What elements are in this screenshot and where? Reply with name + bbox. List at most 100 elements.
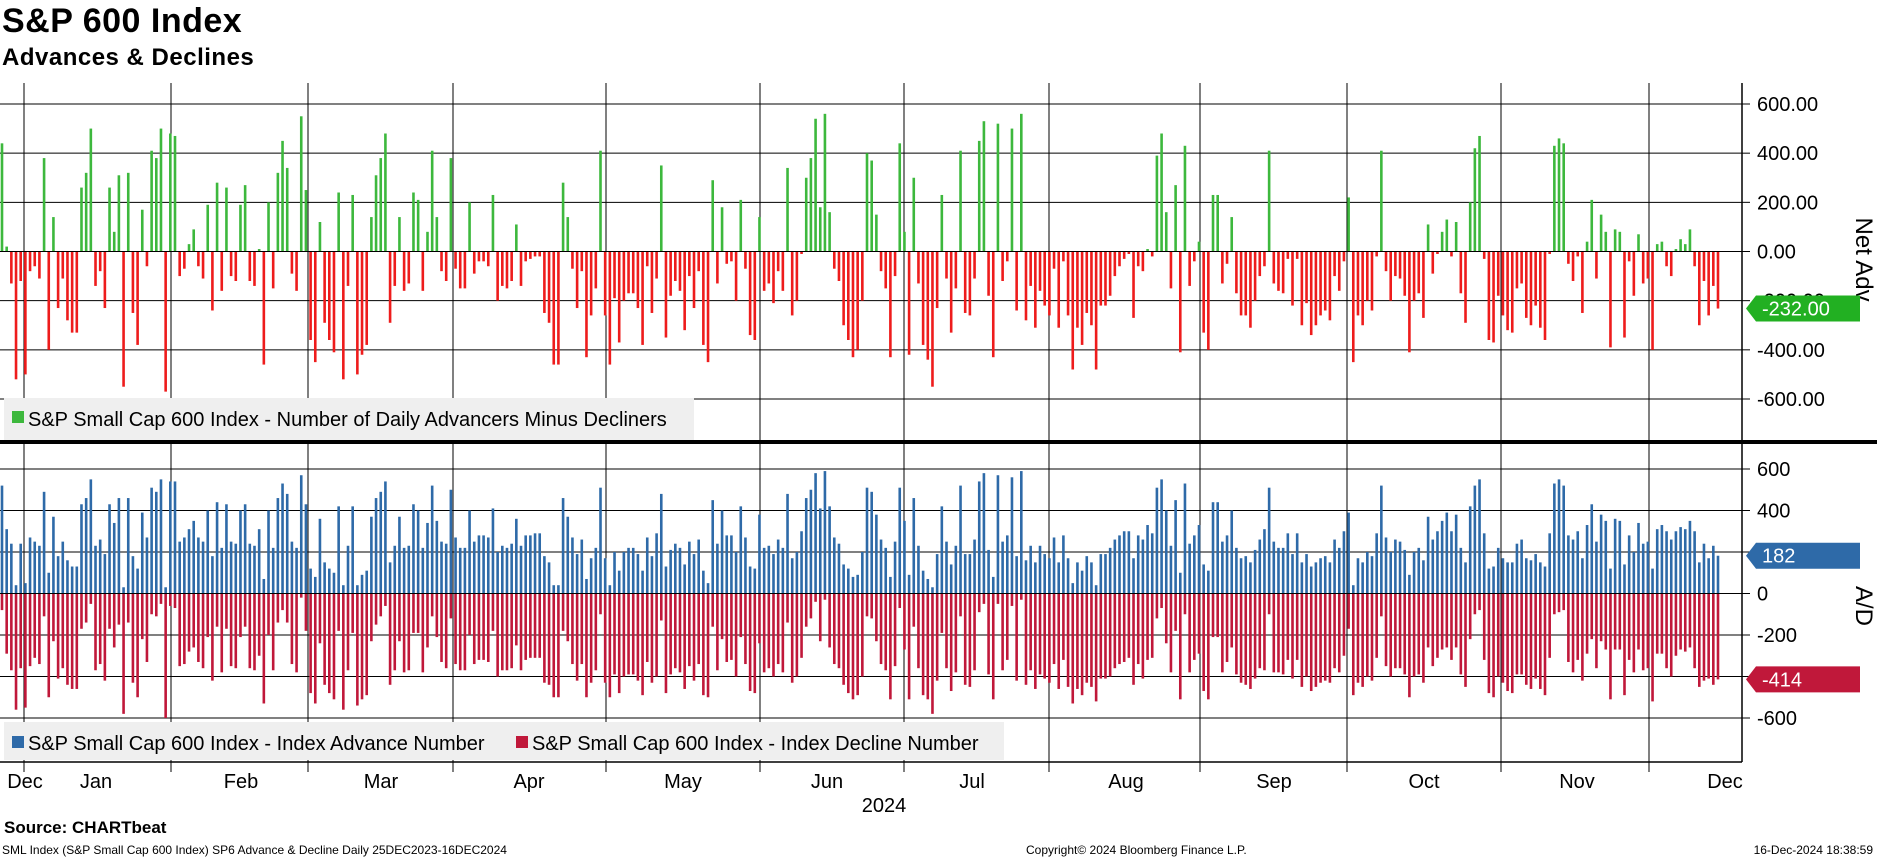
- decline-bar: [1398, 593, 1402, 669]
- decline-bar: [1361, 593, 1364, 687]
- net-adv-bar: [1132, 251, 1135, 318]
- net-adv-bar: [543, 251, 546, 313]
- net-adv-bar: [1141, 251, 1145, 272]
- net-adv-bar: [1146, 249, 1149, 252]
- top-legend-swatch: [12, 411, 24, 423]
- advance-bar: [935, 554, 939, 594]
- advance-bar: [1375, 533, 1378, 594]
- advance-bar: [1277, 547, 1280, 594]
- decline-bar: [1370, 593, 1374, 681]
- net-adv-bar: [828, 212, 831, 252]
- advance-bar: [800, 531, 803, 594]
- decline-bar: [1660, 593, 1664, 654]
- decline-bar: [1464, 593, 1467, 687]
- advance-bar: [1581, 558, 1584, 594]
- decline-bar: [879, 593, 883, 665]
- net-adv-bar: [323, 251, 326, 323]
- net-adv-bar: [108, 187, 111, 252]
- net-adv-bar: [1197, 241, 1201, 252]
- net-adv-bar: [856, 251, 859, 350]
- decline-bar: [1281, 593, 1285, 675]
- decline-bar: [1351, 593, 1355, 696]
- decline-bar: [1043, 593, 1046, 679]
- advance-bar: [1679, 527, 1682, 594]
- advance-bar: [267, 510, 270, 594]
- top-y-tick-label: -600.00: [1757, 389, 1825, 411]
- advance-bar: [70, 566, 74, 594]
- decline-bar: [1539, 593, 1542, 689]
- advance-bar: [688, 541, 691, 594]
- advance-bar: [351, 506, 354, 594]
- advance-bar: [356, 585, 359, 594]
- net-adv-bar: [295, 251, 298, 291]
- advance-bar: [276, 498, 280, 594]
- decline-bar: [543, 593, 546, 683]
- decline-bar: [945, 593, 948, 669]
- decline-bar: [1108, 593, 1112, 677]
- decline-bar: [804, 593, 808, 627]
- advance-bar: [1702, 543, 1706, 594]
- advance-bar: [229, 541, 233, 594]
- decline-bar: [814, 593, 817, 602]
- decline-bar: [1426, 593, 1430, 648]
- advance-bar: [126, 498, 130, 594]
- net-adv-bar: [678, 251, 682, 291]
- advance-bar: [650, 556, 654, 594]
- decline-bar: [1454, 593, 1458, 648]
- advance-bar: [440, 541, 443, 594]
- advance-bar: [454, 537, 457, 594]
- advance-bar: [145, 537, 149, 594]
- advance-bar: [1319, 558, 1322, 594]
- net-adv-bar: [173, 135, 177, 252]
- net-adv-bar: [594, 251, 598, 289]
- net-adv-bar: [1712, 251, 1715, 286]
- advance-bar: [33, 541, 37, 594]
- net-adv-bar: [19, 251, 22, 281]
- advance-bar: [379, 491, 383, 594]
- advance-bar: [342, 585, 345, 594]
- decline-bar: [1314, 593, 1318, 687]
- decline-bar: [1590, 593, 1594, 640]
- advance-bar: [1197, 525, 1201, 594]
- decline-bar: [1571, 593, 1575, 673]
- advance-bar: [47, 572, 51, 594]
- decline-bar: [1160, 593, 1163, 609]
- decline-bar: [412, 593, 415, 633]
- decline-bar: [440, 593, 443, 662]
- net-adv-bar: [1370, 251, 1374, 311]
- advance-bar: [1478, 479, 1481, 594]
- decline-bar: [1258, 593, 1262, 669]
- net-adv-bar: [463, 251, 467, 289]
- decline-bar: [837, 593, 841, 669]
- net-adv-bar: [1520, 251, 1523, 284]
- decline-bar: [1291, 593, 1294, 679]
- advance-bar: [1034, 562, 1037, 594]
- advance-bar: [1211, 502, 1215, 594]
- advance-bar: [318, 518, 322, 594]
- net-adv-bar: [585, 251, 588, 358]
- advance-bar: [1113, 539, 1117, 594]
- decline-bar: [1529, 593, 1533, 689]
- net-adv-bar: [935, 251, 939, 309]
- x-tick-label: Apr: [513, 771, 544, 793]
- advance-bar: [603, 558, 607, 594]
- net-adv-bar: [248, 251, 252, 281]
- net-adv-bar: [430, 150, 434, 252]
- decline-bar: [206, 593, 210, 638]
- advance-bar: [804, 498, 808, 594]
- net-adv-bar: [683, 251, 686, 331]
- advance-bar: [402, 547, 406, 594]
- advance-bar: [1333, 539, 1336, 594]
- net-adv-bar: [870, 160, 873, 252]
- net-adv-bar: [468, 202, 471, 252]
- net-adv-bar: [1473, 148, 1477, 252]
- net-adv-bar: [674, 251, 677, 281]
- decline-bar: [1132, 593, 1135, 685]
- decline-bar: [10, 593, 13, 671]
- advance-bar: [1048, 558, 1051, 594]
- net-adv-bar: [426, 231, 429, 252]
- net-adv-bar: [1613, 229, 1617, 252]
- net-adv-bar: [716, 251, 719, 284]
- net-adv-bar: [734, 251, 738, 301]
- net-adv-bar: [1034, 251, 1037, 328]
